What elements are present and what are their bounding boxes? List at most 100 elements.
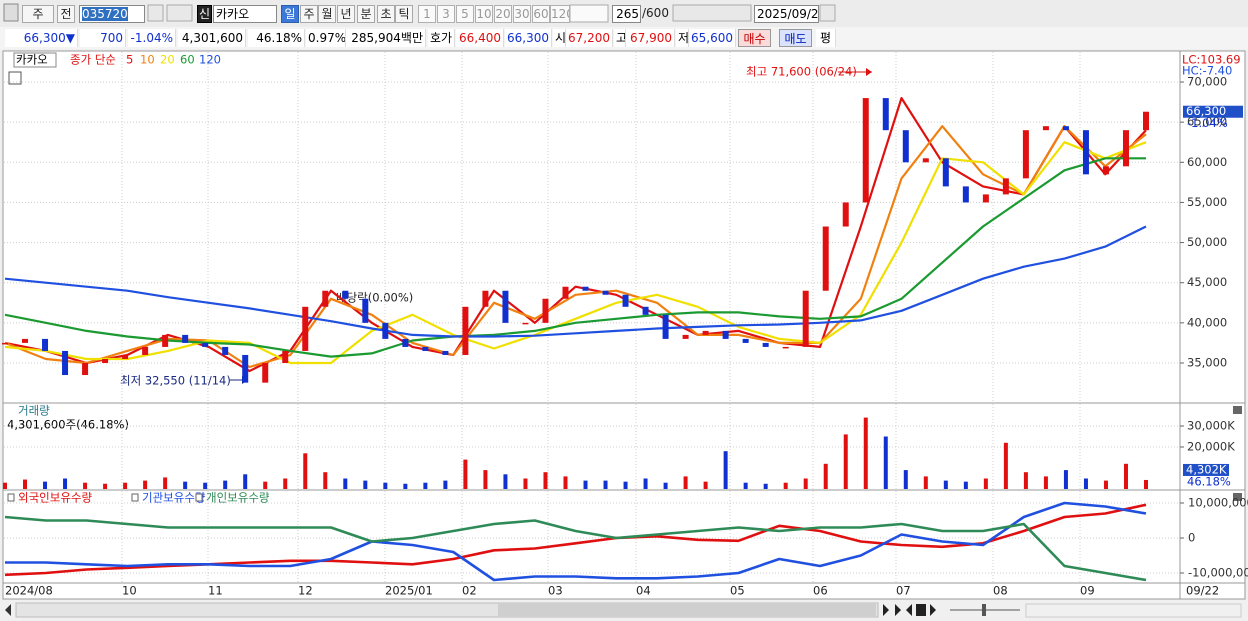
candle: [1082, 130, 1089, 175]
x-tick-label: 10: [122, 584, 137, 598]
x-tick-label: 09: [1080, 584, 1095, 598]
volume-bar: [903, 470, 908, 489]
volume-bar: [1003, 442, 1008, 489]
interval-button[interactable]: 3: [437, 5, 455, 23]
interval-button[interactable]: 120: [550, 5, 570, 23]
candle: [1122, 130, 1129, 167]
volume-bar: [1103, 480, 1108, 489]
candle: [782, 346, 789, 349]
candle: [122, 354, 129, 359]
x-tick-label: 09/22: [1186, 584, 1219, 598]
scroll-buttons[interactable]: [883, 604, 912, 616]
candle: [682, 334, 689, 339]
interval-button[interactable]: 1: [418, 5, 436, 23]
scroll-thumb[interactable]: [498, 604, 876, 616]
chart-frame: [2, 50, 1246, 600]
candle: [1062, 126, 1069, 131]
zoom-handle[interactable]: [982, 604, 986, 616]
prev-button[interactable]: 전: [57, 5, 75, 23]
stop-button[interactable]: [916, 604, 926, 616]
quote-buy[interactable]: 매수: [738, 29, 771, 47]
interval-button[interactable]: 30: [513, 5, 531, 23]
candle: [562, 286, 569, 299]
volume-bar: [63, 478, 68, 489]
name-input[interactable]: 카카오: [213, 5, 277, 23]
period-button[interactable]: 월: [318, 5, 336, 23]
play-button[interactable]: [930, 604, 936, 616]
period-button[interactable]: 년: [337, 5, 355, 23]
candle: [442, 350, 449, 355]
sound-icon[interactable]: [166, 4, 193, 22]
panel-close[interactable]: [1233, 406, 1242, 414]
candle: [182, 334, 189, 343]
volume-bar: [1043, 476, 1048, 489]
volume-bar: [103, 483, 108, 489]
panel-close[interactable]: [1233, 493, 1242, 501]
candle: [762, 342, 769, 347]
candle: [822, 226, 829, 291]
candle: [382, 322, 389, 339]
x-tick-label: 05: [730, 584, 745, 598]
line-series: [4, 225, 1147, 338]
candle: [1102, 166, 1109, 175]
x-tick-label: 07: [896, 584, 911, 598]
candle: [602, 290, 609, 295]
candle: [842, 202, 849, 227]
volume-bar: [503, 474, 508, 489]
legend-swatch: [7, 493, 15, 502]
calendar-icon[interactable]: [819, 4, 836, 22]
annotation: 배당락(0.00%): [336, 291, 413, 305]
panel-subtitle: 4,301,600주(46.18%): [7, 418, 129, 432]
quote-sell[interactable]: 매도: [779, 29, 812, 47]
candle: [962, 186, 969, 203]
y-tick-label: 40,000: [1187, 315, 1227, 329]
panel-title: 거래량: [18, 404, 50, 418]
view-icons[interactable]: [1025, 603, 1242, 618]
legend-entry: 120: [199, 53, 221, 67]
lc-label: LC:103.69: [1182, 53, 1241, 67]
candle: [1042, 126, 1049, 131]
table-icon[interactable]: [8, 71, 22, 85]
volume-bar: [163, 477, 168, 489]
selected-text: 035720: [82, 7, 128, 21]
interval-button[interactable]: 60: [532, 5, 550, 23]
quote-change: 700: [80, 29, 126, 47]
legend-entry: 10: [140, 53, 155, 67]
search-icon[interactable]: [147, 4, 164, 22]
volume-bar: [523, 478, 528, 489]
market-select[interactable]: 주: [22, 5, 54, 23]
volume-bar: [263, 481, 268, 489]
x-tick-label: 08: [993, 584, 1008, 598]
period-button[interactable]: 일: [281, 5, 299, 23]
candle: [902, 130, 909, 163]
period-button[interactable]: 주: [300, 5, 318, 23]
code-input[interactable]: 035720: [79, 5, 145, 23]
period-button[interactable]: 분: [357, 5, 375, 23]
volume-bar: [3, 482, 7, 489]
count-input[interactable]: 265: [612, 5, 641, 23]
candle: [662, 314, 669, 339]
menu-icon[interactable]: [3, 3, 19, 22]
period-button[interactable]: 초: [377, 5, 395, 23]
interval-button[interactable]: 10: [475, 5, 493, 23]
line-series: [4, 515, 1147, 582]
quote-bid: 66,300: [505, 29, 552, 47]
candle: [102, 358, 109, 363]
interval-button[interactable]: 5: [456, 5, 474, 23]
y-tick-label: 70,000: [1187, 75, 1227, 89]
period-button[interactable]: 틱: [395, 5, 413, 23]
line-series: [4, 157, 1146, 358]
scroll-left[interactable]: [5, 604, 11, 616]
interval-button[interactable]: 20: [494, 5, 512, 23]
tool-icons[interactable]: [672, 4, 752, 22]
date-input[interactable]: 2025/09/22: [754, 5, 819, 23]
legend-entry: 외국인보유수량: [18, 491, 92, 505]
new-badge[interactable]: 신: [197, 5, 212, 23]
volume-bar: [543, 472, 548, 489]
volume-bar: [143, 480, 148, 489]
volume-bar: [83, 482, 88, 489]
blank-dropdown[interactable]: [569, 4, 609, 23]
volume-bar: [863, 417, 868, 489]
volume-bar: [1083, 478, 1088, 489]
y-tick-label: 20,000K: [1187, 440, 1235, 454]
